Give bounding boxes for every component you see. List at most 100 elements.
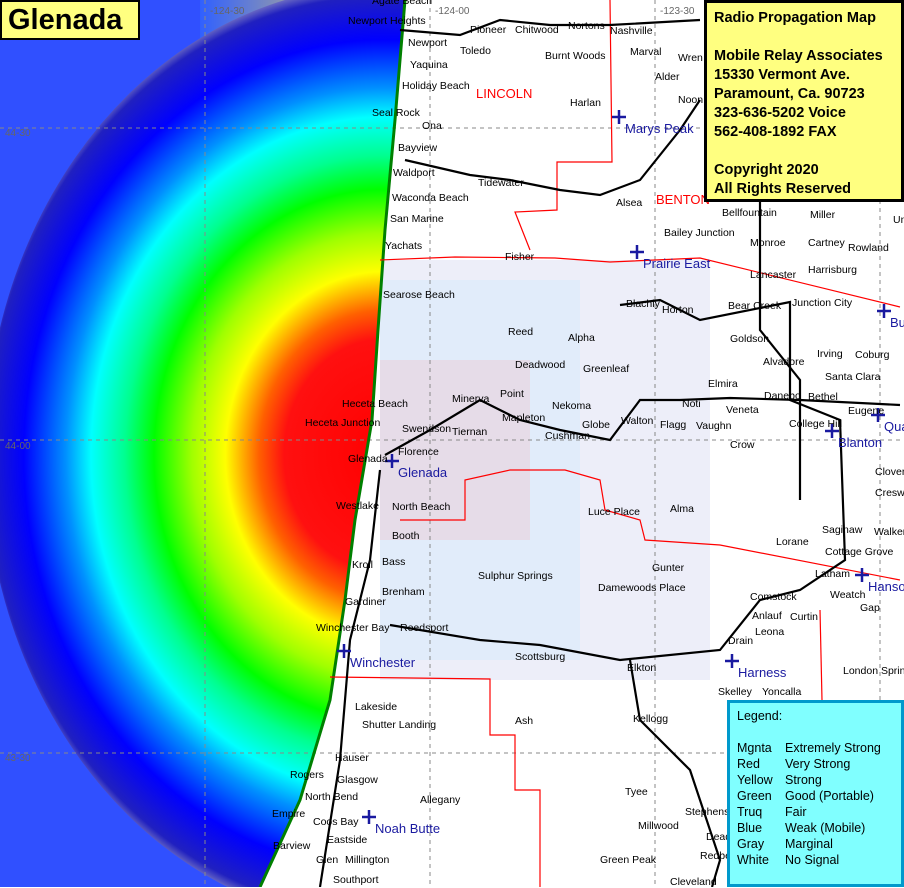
place-label: Newport Heights	[348, 15, 426, 27]
info-city: Paramount, Ca. 90723	[714, 86, 865, 102]
place-label: Swendson	[402, 423, 452, 435]
place-label: Greenleaf	[583, 363, 630, 375]
place-label: Kroll	[352, 559, 374, 571]
place-label: Santa Clara	[825, 371, 881, 383]
place-label: Elkton	[627, 662, 657, 674]
legend-heading: Legend:	[737, 709, 783, 723]
place-label: Alma	[670, 503, 694, 515]
legend-item: Truq Fair	[737, 805, 807, 819]
place-label: Yoncalla	[762, 686, 802, 698]
info-fax: 562-408-1892 FAX	[714, 124, 837, 140]
place-label: Drain	[728, 635, 754, 647]
place-label: Veneta	[726, 404, 759, 416]
info-voice: 323-636-5202 Voice	[714, 105, 846, 121]
county-label-benton: BENTON	[656, 192, 710, 207]
place-label: Minerva	[452, 393, 490, 405]
coastline	[258, 0, 407, 887]
station-label: Qua	[884, 419, 904, 434]
lon-label: -123-30	[660, 6, 695, 17]
place-label: Heceta Junction	[305, 417, 381, 429]
place-label: Ash	[515, 715, 534, 727]
place-label: Marval	[630, 46, 662, 58]
place-label: Horton	[662, 304, 694, 316]
place-label: Brenham	[382, 586, 425, 598]
place-label: Alder	[655, 71, 680, 83]
legend-item: White No Signal	[737, 853, 840, 867]
station-label: Blanton	[838, 435, 883, 450]
place-label: North Beach	[392, 501, 451, 513]
place-label: Agate Beach	[372, 0, 433, 7]
place-label: Leona	[755, 626, 785, 638]
place-label: Southport	[333, 874, 379, 886]
place-label: Deadwood	[515, 359, 566, 371]
info-rights: All Rights Reserved	[714, 181, 851, 197]
place-label: Point	[500, 388, 524, 400]
place-label: Florence	[398, 446, 439, 458]
place-label: Newport	[408, 37, 448, 49]
legend-item: Gray Marginal	[737, 837, 833, 851]
place-label: Nortons	[568, 20, 605, 32]
place-label: London Spring	[843, 665, 904, 677]
place-label: Ona	[422, 120, 442, 132]
place-label: Curtin	[790, 611, 819, 623]
place-label: Tyee	[625, 786, 648, 798]
place-label: Seal Rock	[372, 107, 420, 119]
place-label: Walton	[621, 415, 654, 427]
place-label: Booth	[392, 530, 420, 542]
place-label: Goldson	[730, 333, 770, 345]
place-label: Bellfountain	[722, 207, 777, 219]
place-label: Coburg	[855, 349, 890, 361]
place-label: Latham	[815, 568, 851, 580]
place-label: Hauser	[335, 752, 369, 764]
place-label: Cleveland	[670, 876, 717, 888]
station-label: Hanso	[868, 579, 904, 594]
station-label: Noah Butte	[375, 821, 441, 836]
place-label: Harlan	[570, 97, 601, 109]
place-label: Heceta Beach	[342, 398, 408, 410]
place-label: Tidewater	[478, 177, 524, 189]
place-label: Millington	[345, 854, 390, 866]
place-label: Fisher	[505, 251, 535, 263]
place-label: Yaquina	[410, 59, 448, 71]
place-label: College Hill	[789, 418, 843, 430]
place-label: Bayview	[398, 142, 438, 154]
place-label: Junction City	[792, 297, 853, 309]
place-label: Elmira	[708, 378, 738, 390]
place-label: Luce Place	[588, 506, 640, 518]
station-label: Glenada	[398, 465, 448, 480]
info-heading: Radio Propagation Map	[714, 10, 876, 26]
place-label: Monroe	[750, 237, 786, 249]
info-copyright: Copyright 2020	[714, 162, 819, 178]
place-label: Waconda Beach	[392, 192, 469, 204]
place-label: Vaughn	[696, 420, 732, 432]
place-label: Reedsport	[400, 622, 449, 634]
place-label: Gunter	[652, 562, 685, 574]
place-label: Rogers	[290, 769, 324, 781]
place-label: Saginaw	[822, 524, 863, 536]
place-label: Noon	[678, 94, 704, 106]
place-label: Uni	[893, 214, 904, 226]
place-label: Harrisburg	[808, 264, 858, 276]
site-title: Glenada	[8, 4, 123, 36]
place-label: Comstock	[750, 591, 797, 603]
place-label: Eugene	[848, 405, 885, 417]
place-label: Glen	[316, 854, 339, 866]
county-borders	[329, 0, 901, 887]
place-label: Crow	[730, 439, 755, 451]
place-label: Bailey Junction	[664, 227, 735, 239]
county-label-lincoln: LINCOLN	[476, 86, 533, 101]
station-label: Bu	[890, 315, 904, 330]
place-label: San Marine	[390, 213, 444, 225]
lon-label: -124-00	[435, 6, 470, 17]
place-label: Cottage Grove	[825, 546, 894, 558]
station-marker-icon	[825, 424, 839, 438]
place-label: Gardiner	[345, 596, 386, 608]
place-label: Coos Bay	[313, 816, 359, 828]
place-label: Cushman	[545, 430, 590, 442]
legend-item: Green Good (Portable)	[737, 789, 874, 803]
lon-label: -124-30	[210, 6, 245, 17]
place-label: Noti	[682, 398, 701, 410]
place-label: Cartney	[808, 237, 845, 249]
station-label: Prairie East	[643, 256, 711, 271]
place-label: Westlake	[336, 500, 379, 512]
